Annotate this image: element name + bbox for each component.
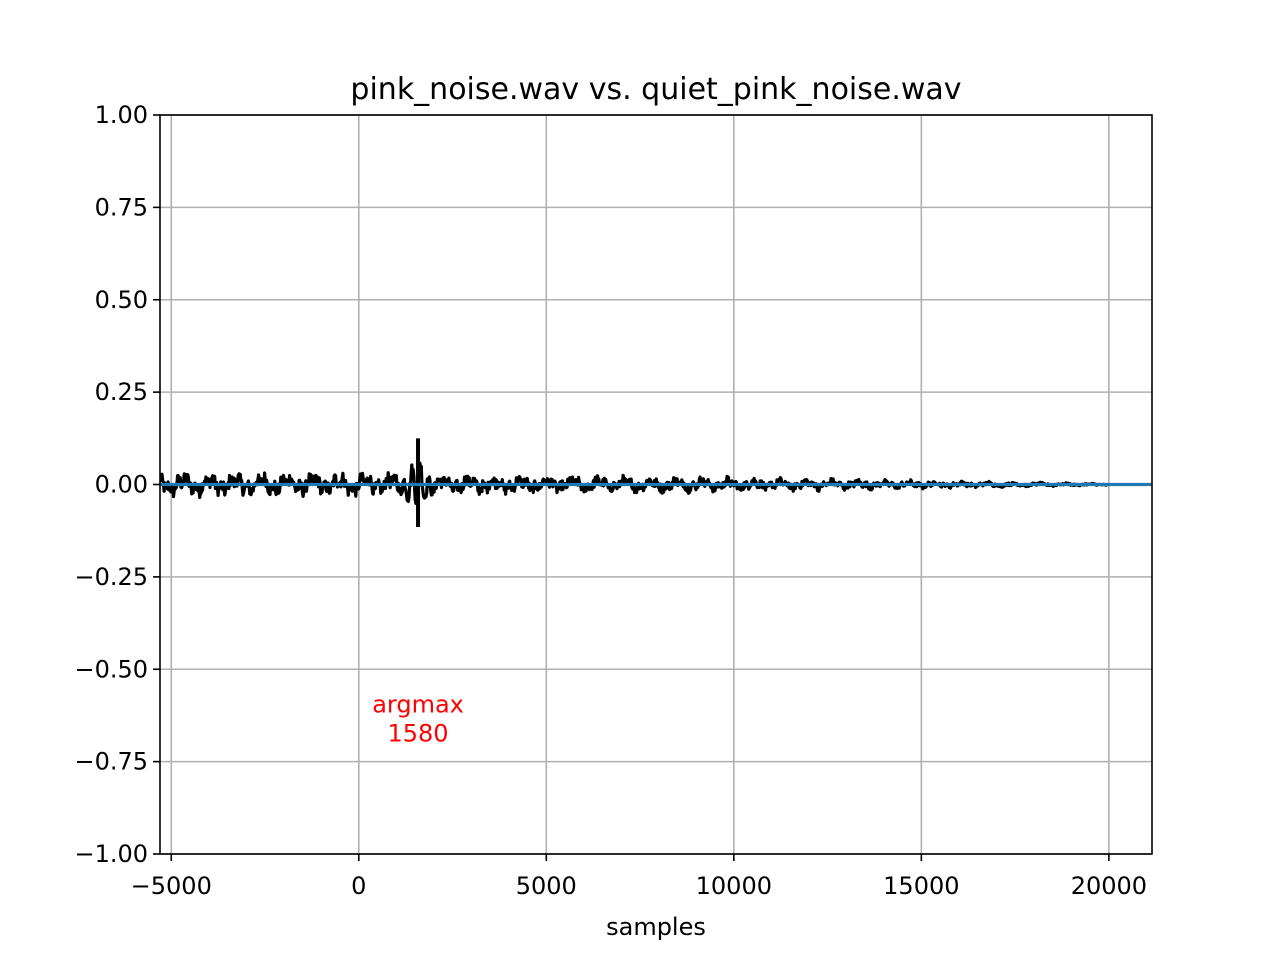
series-noise-line [160, 461, 1110, 505]
y-tick-label: 0.50 [95, 286, 148, 314]
x-tick-label: 20000 [1071, 872, 1147, 900]
chart-title: pink_noise.wav vs. quiet_pink_noise.wav [350, 72, 961, 107]
x-axis-ticks: −5000 0 5000 10000 15000 20000 [131, 854, 1147, 900]
annotation-layer: argmax 1580 [372, 691, 464, 748]
argmax-annotation-value: 1580 [387, 720, 448, 748]
y-tick-label: −0.50 [74, 655, 148, 683]
y-tick-label: 0.75 [95, 193, 148, 221]
y-tick-label: −0.25 [74, 563, 148, 591]
plot-area [160, 438, 1152, 527]
y-axis-ticks: 1.00 0.75 0.50 0.25 0.00 −0.25 −0.50 −0.75 −1.00 [74, 101, 160, 868]
y-tick-label: 0.00 [95, 471, 148, 499]
x-tick-label: 15000 [883, 872, 959, 900]
x-tick-label: 0 [351, 872, 366, 900]
y-tick-label: −1.00 [74, 840, 148, 868]
x-axis-label: samples [606, 913, 706, 941]
y-tick-label: 0.25 [95, 378, 148, 406]
x-tick-label: −5000 [131, 872, 212, 900]
argmax-annotation-label: argmax [372, 691, 464, 719]
series-layer [160, 438, 1152, 527]
x-tick-label: 10000 [696, 872, 772, 900]
y-tick-label: 1.00 [95, 101, 148, 129]
x-tick-label: 5000 [516, 872, 577, 900]
y-tick-label: −0.75 [74, 748, 148, 776]
